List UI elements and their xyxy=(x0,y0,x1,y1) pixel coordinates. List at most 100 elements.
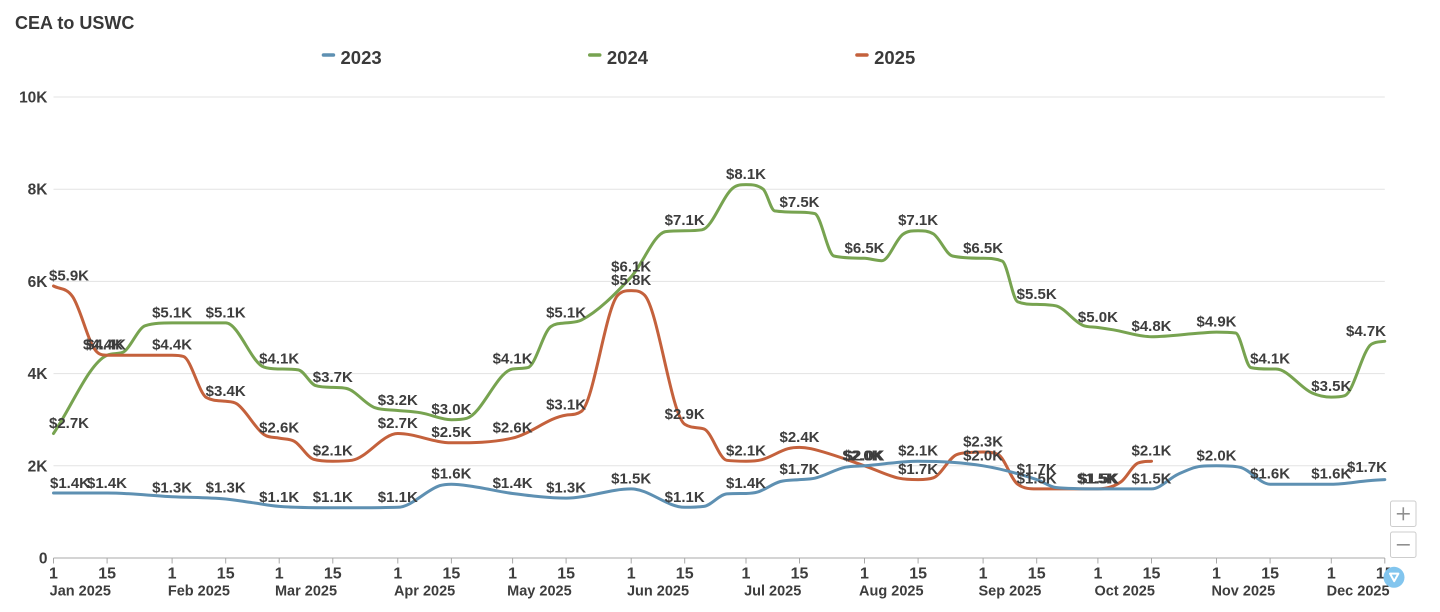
svg-text:1: 1 xyxy=(627,566,636,583)
svg-text:1: 1 xyxy=(508,566,517,583)
svg-text:$4.4K: $4.4K xyxy=(152,337,192,354)
svg-text:$2.0K: $2.0K xyxy=(842,447,882,464)
svg-text:1: 1 xyxy=(275,566,284,583)
svg-text:Dec 2025: Dec 2025 xyxy=(1327,584,1390,600)
svg-text:$4.4K: $4.4K xyxy=(86,337,126,354)
svg-text:1: 1 xyxy=(1327,566,1336,583)
svg-text:15: 15 xyxy=(98,566,116,583)
svg-text:Oct 2025: Oct 2025 xyxy=(1094,584,1154,600)
svg-text:$2.6K: $2.6K xyxy=(259,420,299,437)
svg-text:$2.0K: $2.0K xyxy=(963,447,1003,464)
svg-text:$1.3K: $1.3K xyxy=(546,480,586,497)
svg-text:1: 1 xyxy=(742,566,751,583)
svg-text:$1.1K: $1.1K xyxy=(259,489,299,506)
svg-text:1: 1 xyxy=(1093,566,1102,583)
svg-text:6K: 6K xyxy=(28,274,49,291)
svg-text:Jul 2025: Jul 2025 xyxy=(744,584,801,600)
svg-text:Apr 2025: Apr 2025 xyxy=(394,584,455,600)
svg-text:$1.3K: $1.3K xyxy=(152,480,192,497)
svg-text:$4.9K: $4.9K xyxy=(1196,314,1236,331)
svg-text:15: 15 xyxy=(324,566,342,583)
svg-text:$5.9K: $5.9K xyxy=(49,268,89,285)
svg-text:1: 1 xyxy=(393,566,402,583)
svg-text:$1.7K: $1.7K xyxy=(779,461,819,478)
svg-text:$1.7K: $1.7K xyxy=(1347,459,1387,476)
svg-text:$2.1K: $2.1K xyxy=(313,443,353,460)
svg-text:$2.7K: $2.7K xyxy=(378,415,418,432)
svg-text:$5.8K: $5.8K xyxy=(611,272,651,289)
svg-text:$1.6K: $1.6K xyxy=(431,466,471,483)
svg-text:15: 15 xyxy=(676,566,694,583)
svg-text:$5.5K: $5.5K xyxy=(1017,286,1057,303)
svg-text:2024: 2024 xyxy=(607,47,649,68)
svg-text:$3.5K: $3.5K xyxy=(1311,378,1351,395)
svg-text:$1.7K: $1.7K xyxy=(1017,461,1057,478)
svg-text:15: 15 xyxy=(1261,566,1279,583)
svg-text:$1.5K: $1.5K xyxy=(611,470,651,487)
svg-text:$8.1K: $8.1K xyxy=(726,166,766,183)
svg-text:$2.5K: $2.5K xyxy=(431,424,471,441)
svg-text:CEA to USWC: CEA to USWC xyxy=(15,13,134,33)
svg-text:$7.1K: $7.1K xyxy=(665,212,705,229)
svg-text:$1.4K: $1.4K xyxy=(50,475,90,492)
svg-text:$2.1K: $2.1K xyxy=(1131,443,1171,460)
svg-text:Nov 2025: Nov 2025 xyxy=(1211,584,1275,600)
svg-text:$6.1K: $6.1K xyxy=(611,258,651,275)
svg-text:15: 15 xyxy=(909,566,927,583)
svg-text:$3.0K: $3.0K xyxy=(431,401,471,418)
svg-text:$1.7K: $1.7K xyxy=(898,461,938,478)
svg-text:1: 1 xyxy=(168,566,177,583)
svg-text:$1.1K: $1.1K xyxy=(378,489,418,506)
svg-text:$5.1K: $5.1K xyxy=(546,304,586,321)
svg-text:$1.4K: $1.4K xyxy=(493,475,533,492)
svg-text:10K: 10K xyxy=(19,90,48,107)
svg-text:$2.4K: $2.4K xyxy=(779,429,819,446)
svg-text:$2.9K: $2.9K xyxy=(665,406,705,423)
svg-text:$1.6K: $1.6K xyxy=(1311,466,1351,483)
svg-text:$1.1K: $1.1K xyxy=(665,489,705,506)
svg-text:$1.6K: $1.6K xyxy=(1250,466,1290,483)
svg-text:4K: 4K xyxy=(28,366,49,383)
svg-text:$3.7K: $3.7K xyxy=(313,369,353,386)
svg-text:$1.1K: $1.1K xyxy=(313,489,353,506)
svg-text:Feb 2025: Feb 2025 xyxy=(168,584,230,600)
svg-text:May 2025: May 2025 xyxy=(507,584,572,600)
svg-text:Jan 2025: Jan 2025 xyxy=(50,584,111,600)
svg-text:$4.7K: $4.7K xyxy=(1346,323,1386,340)
svg-text:15: 15 xyxy=(1143,566,1161,583)
svg-text:15: 15 xyxy=(443,566,461,583)
svg-text:$7.1K: $7.1K xyxy=(898,212,938,229)
svg-text:1: 1 xyxy=(979,566,988,583)
svg-text:$4.1K: $4.1K xyxy=(1250,351,1290,368)
svg-text:0: 0 xyxy=(39,551,48,568)
svg-text:$1.4K: $1.4K xyxy=(726,475,766,492)
svg-text:$4.1K: $4.1K xyxy=(493,351,533,368)
svg-text:$1.3K: $1.3K xyxy=(206,480,246,497)
svg-text:8K: 8K xyxy=(28,182,49,199)
svg-text:2023: 2023 xyxy=(341,47,382,68)
svg-text:$3.1K: $3.1K xyxy=(546,397,586,414)
svg-text:$2.3K: $2.3K xyxy=(963,434,1003,451)
svg-text:$1.4K: $1.4K xyxy=(87,475,127,492)
svg-text:2025: 2025 xyxy=(874,47,915,68)
svg-text:$5.0K: $5.0K xyxy=(1078,309,1118,326)
svg-text:$1.5K: $1.5K xyxy=(1077,470,1117,487)
svg-text:$1.5K: $1.5K xyxy=(1079,470,1119,487)
svg-text:1: 1 xyxy=(1212,566,1221,583)
svg-text:15: 15 xyxy=(1028,566,1046,583)
svg-text:$2.1K: $2.1K xyxy=(726,443,766,460)
svg-text:$2.0K: $2.0K xyxy=(1196,447,1236,464)
svg-text:$4.1K: $4.1K xyxy=(259,351,299,368)
svg-text:15: 15 xyxy=(217,566,235,583)
svg-text:2K: 2K xyxy=(28,458,49,475)
svg-text:$3.2K: $3.2K xyxy=(378,392,418,409)
svg-text:15: 15 xyxy=(557,566,575,583)
svg-text:Mar 2025: Mar 2025 xyxy=(275,584,337,600)
svg-text:$2.0K: $2.0K xyxy=(844,447,884,464)
svg-text:$6.5K: $6.5K xyxy=(963,240,1003,257)
svg-text:$1.5K: $1.5K xyxy=(1017,470,1057,487)
svg-text:$2.1K: $2.1K xyxy=(898,443,938,460)
svg-text:$5.1K: $5.1K xyxy=(152,304,192,321)
svg-text:1: 1 xyxy=(49,566,58,583)
svg-text:$3.4K: $3.4K xyxy=(206,383,246,400)
